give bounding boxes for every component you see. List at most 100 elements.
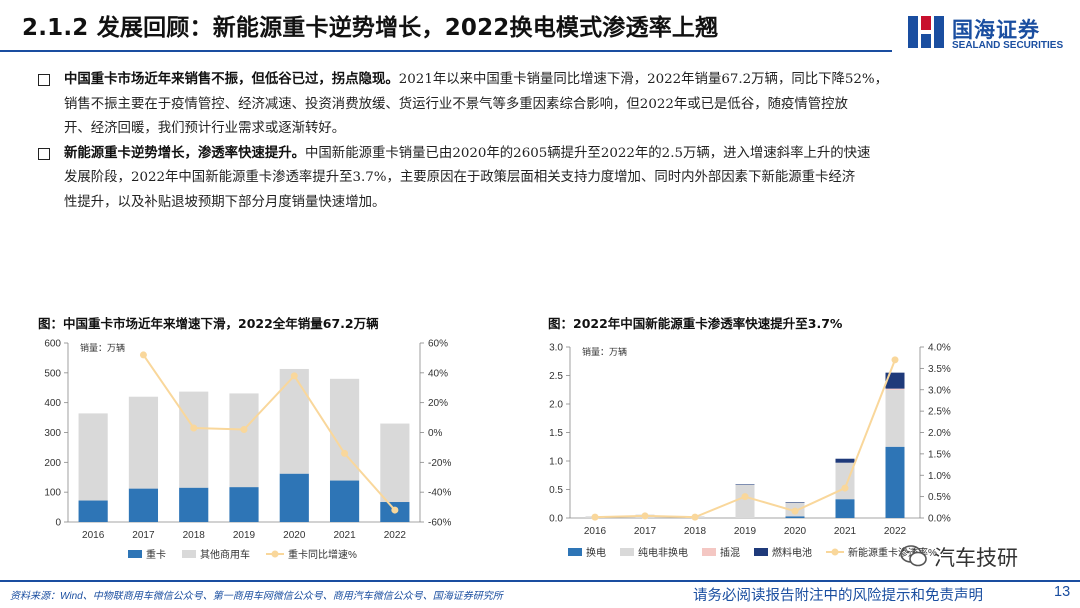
line-point bbox=[841, 484, 849, 492]
bar-segment bbox=[785, 516, 805, 518]
bar-segment bbox=[785, 502, 805, 503]
unit-note: 销量：万辆 bbox=[80, 342, 125, 353]
y2-tick-label: -40% bbox=[428, 488, 451, 499]
legend-swatch bbox=[568, 548, 582, 556]
unit-note: 销量：万辆 bbox=[582, 346, 627, 357]
chart-nev-truck-penetration: 0.0 0.5 1.0 1.5 2.0 2.5 3.0 0.0% 0.5% 1.0% 1.5% 2.0… bbox=[549, 343, 951, 560]
line-point bbox=[139, 351, 147, 359]
line-point bbox=[240, 426, 248, 434]
x-tick-label: 2018 bbox=[684, 526, 707, 537]
y-tick-label: 0.5 bbox=[549, 485, 563, 496]
wechat-icon bbox=[900, 545, 927, 567]
legend-swatch bbox=[620, 548, 634, 556]
legend-label: 换电 bbox=[586, 546, 606, 559]
chart-title-left: 图：中国重卡市场近年来增速下滑，2022全年销量67.2万辆 bbox=[38, 316, 379, 331]
y-tick-label: 100 bbox=[44, 488, 61, 499]
company-logo: 国海证券 SEALAND SECURITIES bbox=[906, 12, 1066, 54]
bullet-text: 中国新能源重卡销量已由2020年的2605辆提升至2022年的2.5万辆，进入增… bbox=[305, 145, 871, 161]
line-point bbox=[290, 372, 298, 380]
line-point bbox=[891, 356, 899, 364]
legend-label: 其他商用车 bbox=[200, 548, 250, 561]
x-tick-label: 2018 bbox=[183, 530, 206, 541]
legend-swatch bbox=[754, 548, 768, 556]
bullet-lead: 新能源重卡逆势增长，渗透率快速提升。 bbox=[64, 145, 306, 161]
y-tick-label: 600 bbox=[44, 339, 61, 350]
bullet-list: 中国重卡市场近年来销售不振，但低谷已过，拐点隐现。2021年以来中国重卡销量同比… bbox=[38, 68, 1038, 215]
y-tick-label: 0 bbox=[55, 518, 61, 529]
bullet-text: 开、经济回暖，我们预计行业需求或逐渐转好。 bbox=[64, 121, 346, 136]
bar-segment bbox=[885, 389, 905, 447]
line-point bbox=[741, 493, 749, 501]
footer-divider bbox=[0, 580, 1080, 582]
legend-label: 重卡 bbox=[146, 548, 166, 561]
legend-swatch bbox=[128, 550, 142, 558]
line-point bbox=[591, 513, 599, 521]
bullet-text: 发展阶段，2022年中国新能源重卡渗透率提升至3.7%，主要原因在于政策层面相关… bbox=[64, 170, 856, 185]
x-tick-label: 2016 bbox=[82, 530, 105, 541]
x-tick-label: 2019 bbox=[734, 526, 757, 537]
x-tick-label: 2021 bbox=[333, 530, 356, 541]
bar-segment bbox=[128, 396, 159, 489]
disclaimer-text: 请务必阅读报告附注中的风险提示和免责声明 bbox=[693, 588, 983, 604]
line-point bbox=[641, 512, 649, 520]
y2-tick-label: 20% bbox=[428, 398, 448, 409]
y2-tick-label: 60% bbox=[428, 339, 448, 350]
bar-segment bbox=[179, 487, 209, 522]
legend-label: 插混 bbox=[720, 546, 740, 559]
bar-segment bbox=[885, 388, 905, 390]
bar-segment bbox=[128, 488, 159, 522]
x-tick-label: 2020 bbox=[784, 526, 807, 537]
x-tick-label: 2019 bbox=[233, 530, 256, 541]
bar-segment bbox=[380, 423, 410, 503]
page-number: 13 bbox=[1054, 584, 1071, 600]
x-tick-label: 2021 bbox=[834, 526, 857, 537]
y-tick-label: 400 bbox=[44, 398, 61, 409]
bar-segment bbox=[179, 391, 209, 488]
legend-swatch bbox=[271, 550, 279, 558]
y2-tick-label: 0% bbox=[428, 428, 443, 439]
legend-swatch bbox=[182, 550, 196, 558]
checkbox-bullet-icon bbox=[38, 147, 50, 160]
y2-tick-label: 2.0% bbox=[928, 428, 951, 439]
bar-segment bbox=[78, 413, 108, 501]
y2-tick-label: 1.0% bbox=[928, 471, 951, 482]
x-tick-label: 2020 bbox=[283, 530, 306, 541]
checkbox-bullet-icon bbox=[38, 74, 50, 86]
y2-tick-label: -20% bbox=[428, 458, 451, 469]
legend-label: 燃料电池 bbox=[772, 546, 812, 559]
bar-segment bbox=[735, 484, 755, 485]
y2-tick-label: 40% bbox=[428, 368, 448, 379]
bar-segment bbox=[835, 499, 855, 518]
chart-title-right: 图：2022年中国新能源重卡渗透率快速提升至3.7% bbox=[548, 316, 843, 331]
x-tick-label: 2017 bbox=[634, 526, 657, 537]
y2-tick-label: 3.5% bbox=[928, 364, 951, 375]
y-tick-label: 2.0 bbox=[549, 400, 563, 411]
line-point bbox=[341, 449, 349, 457]
y2-tick-label: 0.5% bbox=[928, 492, 951, 503]
bullet-text: 性提升，以及补贴退坡预期下部分月度销量快速增加。 bbox=[64, 194, 386, 210]
bullet-text: 销售不振主要在于疫情管控、经济减速、投资消费放缓、货运行业不景气等多重因素综合影… bbox=[64, 96, 848, 112]
y-tick-label: 1.5 bbox=[549, 428, 563, 439]
logo-english-name: SEALAND SECURITIES bbox=[952, 40, 1064, 51]
bullet-item: 新能源重卡逆势增长，渗透率快速提升。中国新能源重卡销量已由2020年的2605辆… bbox=[38, 142, 1038, 216]
x-tick-label: 2016 bbox=[584, 526, 607, 537]
watermark-text: 汽车技研 bbox=[934, 546, 1018, 570]
series-line bbox=[142, 354, 396, 511]
legend-label: 纯电非换电 bbox=[638, 546, 688, 559]
bar-segment bbox=[885, 372, 905, 389]
y-tick-label: 3.0 bbox=[549, 343, 563, 354]
bullet-lead: 中国重卡市场近年来销售不振，但低谷已过，拐点隐现。 bbox=[64, 72, 399, 87]
y2-tick-label: -60% bbox=[428, 518, 451, 529]
bar-segment bbox=[835, 462, 855, 500]
y2-tick-label: 2.5% bbox=[928, 407, 951, 418]
y-tick-label: 500 bbox=[44, 368, 61, 379]
line-point bbox=[190, 424, 198, 432]
line-point bbox=[791, 507, 799, 515]
bar-segment bbox=[229, 393, 259, 488]
chart-heavy-truck-sales: 0 100 200 300 400 500 600 -60% -40% -20% 0% 20% 40% 6… bbox=[44, 339, 451, 562]
y-tick-label: 0.0 bbox=[549, 514, 563, 525]
bar-segment bbox=[735, 484, 755, 518]
bar-segment bbox=[229, 487, 259, 522]
legend-label: 重卡同比增速% bbox=[288, 548, 357, 561]
bar-segment bbox=[885, 446, 905, 518]
